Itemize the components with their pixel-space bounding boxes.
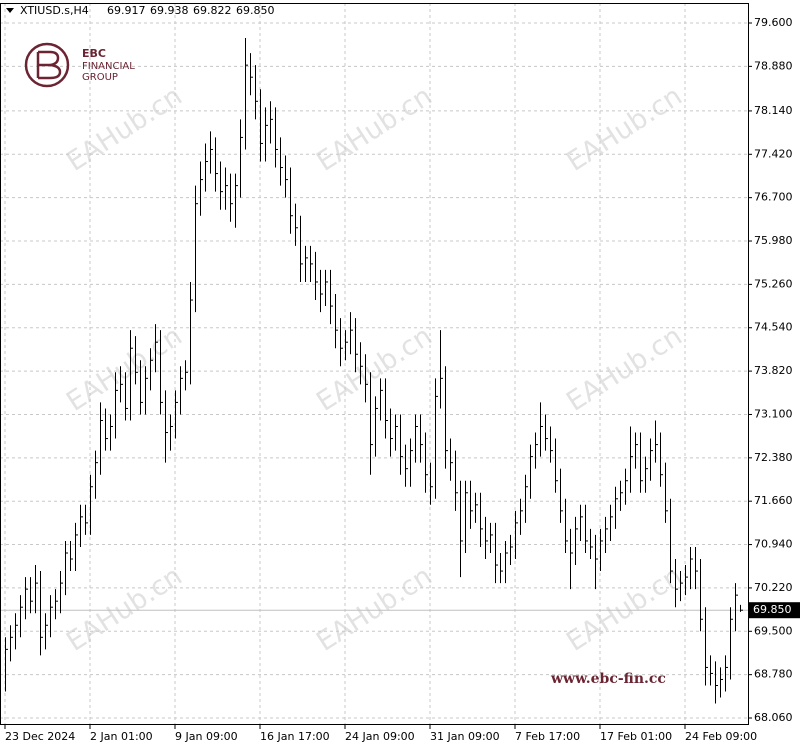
logo-line2: GROUP — [82, 72, 118, 83]
x-tick-label: 31 Jan 09:00 — [430, 730, 500, 743]
x-tick-label: 16 Jan 17:00 — [260, 730, 330, 743]
y-tick-label: 79.600 — [754, 16, 793, 29]
y-tick-label: 68.780 — [754, 668, 793, 681]
y-tick-label: 75.980 — [754, 234, 793, 247]
y-tick-label: 70.940 — [754, 538, 793, 551]
axes: 79.600 78.880 78.140 77.420 76.700 75.980 75.2… — [4, 16, 800, 743]
y-tick-label: 73.820 — [754, 364, 793, 377]
x-tick-label: 23 Dec 2024 — [5, 730, 75, 743]
x-tick-label: 24 Jan 09:00 — [345, 730, 415, 743]
x-tick-label: 7 Feb 17:00 — [515, 730, 580, 743]
header: XTIUSD.s,H4 69.917 69.938 69.822 69.850 — [6, 4, 275, 17]
close: 69.850 — [236, 4, 275, 17]
plot-frame — [0, 3, 749, 725]
x-tick-label: 2 Jan 01:00 — [90, 730, 153, 743]
y-tick-label: 70.220 — [754, 581, 793, 594]
high: 69.938 — [150, 4, 189, 17]
header-arrow — [6, 8, 14, 13]
open: 69.917 — [107, 4, 146, 17]
price-label-box — [749, 602, 800, 619]
website: www.ebc-fin.cc — [550, 671, 666, 687]
y-tick-label: 76.700 — [754, 191, 793, 204]
y-tick-label: 75.260 — [754, 277, 793, 290]
x-tick-label: 17 Feb 01:00 — [600, 730, 672, 743]
x-tick-label: 9 Jan 09:00 — [175, 730, 238, 743]
y-tick-label: 77.420 — [754, 147, 793, 160]
logo-line1: FINANCIAL — [82, 61, 135, 72]
y-tick-label: 78.880 — [754, 59, 793, 72]
bars — [5, 38, 743, 704]
low: 69.822 — [193, 4, 232, 17]
y-tick-label: 74.540 — [754, 321, 793, 334]
logo-name: EBC — [82, 47, 106, 60]
y-tick-label: 71.660 — [754, 494, 793, 507]
logo: EBC FINANCIAL GROUP — [24, 42, 135, 88]
y-tick-label: 68.060 — [754, 711, 793, 724]
y-tick-label: 78.140 — [754, 104, 793, 117]
logo-mark — [36, 50, 62, 80]
y-tick-label: 69.500 — [754, 624, 793, 637]
y-tick-label: 73.100 — [754, 407, 793, 420]
x-tick-label: 24 Feb 09:00 — [685, 730, 757, 743]
symbol: XTIUSD.s,H4 — [20, 4, 89, 17]
y-tick-label: 72.380 — [754, 451, 793, 464]
price-label: 69.850 — [753, 603, 792, 616]
logo-circle — [24, 42, 70, 88]
